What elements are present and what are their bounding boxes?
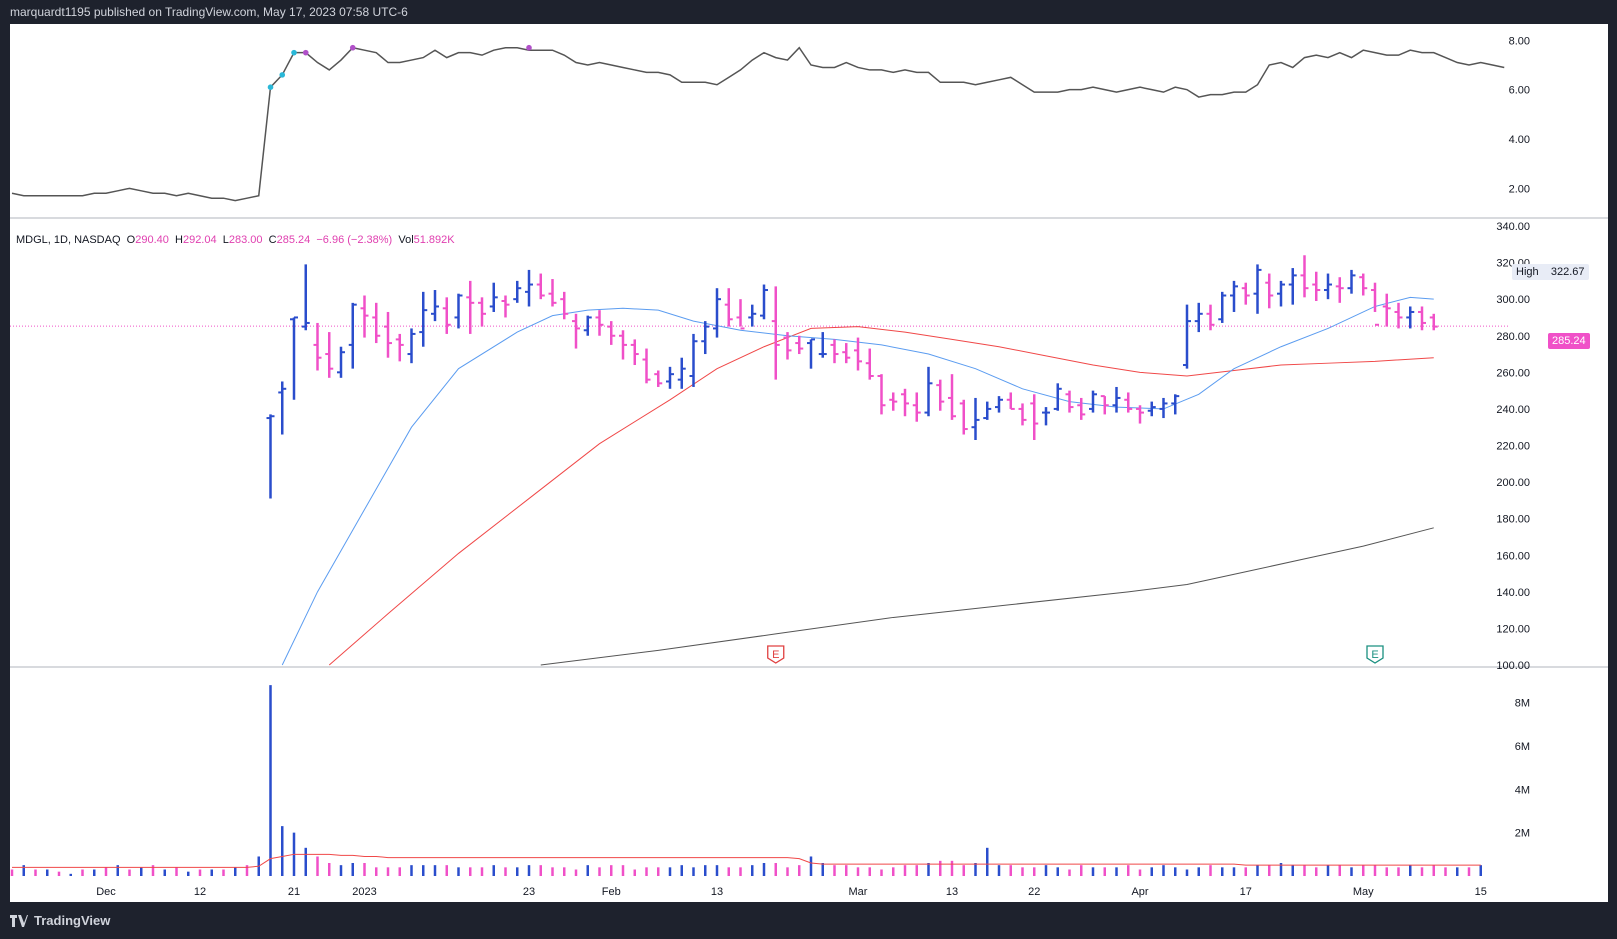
x-axis-label: Apr <box>1131 886 1148 898</box>
indicator-highlight-point <box>302 49 309 56</box>
price-y-tick: 220.00 <box>1496 441 1530 453</box>
indicator-highlight-point <box>267 84 274 90</box>
legend-close-label: C <box>268 234 277 246</box>
legend-change: −6.96 (−2.38%) <box>316 234 393 246</box>
price-y-tick: 100.00 <box>1496 660 1530 672</box>
indicator-highlight-point <box>349 44 356 51</box>
legend-symbol: MDGL, 1D, NASDAQ <box>16 234 121 246</box>
x-axis-label: 17 <box>1240 886 1252 898</box>
indicator-highlight-point <box>291 49 297 56</box>
legend-vol-label: Vol <box>398 234 414 246</box>
x-axis-label: 23 <box>523 886 535 898</box>
indicator-highlight-point <box>526 44 532 51</box>
price-y-tick: 140.00 <box>1496 587 1530 599</box>
legend-open-label: O <box>126 234 136 246</box>
legend-vol: 51.892K <box>413 234 455 246</box>
x-axis-label: May <box>1353 886 1374 898</box>
legend-high-label: H <box>175 234 183 246</box>
x-axis-label: 13 <box>946 886 958 898</box>
x-axis-label: Feb <box>602 886 621 898</box>
price-y-tick: 240.00 <box>1496 404 1530 416</box>
earnings-marker <box>767 645 785 664</box>
x-axis-label: 15 <box>1475 886 1487 898</box>
x-axis-label: 12 <box>194 886 206 898</box>
legend-close: 285.24 <box>276 234 311 246</box>
price-y-tick: 340.00 <box>1496 221 1530 233</box>
price-y-tick: 160.00 <box>1496 550 1530 562</box>
footer: TradingView <box>10 913 110 928</box>
legend-low-label: L <box>222 234 229 246</box>
indicator-line <box>11 46 1505 202</box>
earnings-marker-label: E <box>772 649 779 661</box>
volume-y-tick: 8M <box>1515 698 1530 710</box>
price-y-tick: 260.00 <box>1496 367 1530 379</box>
footer-brand: TradingView <box>34 913 111 928</box>
high-badge-label: High <box>1516 266 1539 278</box>
volume-y-tick: 6M <box>1515 741 1530 753</box>
indicator-y-tick: 4.00 <box>1509 134 1530 146</box>
volume-ma-line <box>12 853 1481 868</box>
price-y-tick: 180.00 <box>1496 514 1530 526</box>
ma-long-line <box>540 527 1434 666</box>
price-y-tick: 280.00 <box>1496 331 1530 343</box>
indicator-y-tick: 2.00 <box>1509 183 1530 195</box>
publish-info: marquardt1195 published on TradingView.c… <box>10 5 408 19</box>
earnings-marker-label: E <box>1371 649 1378 661</box>
x-axis-label: 21 <box>288 886 300 898</box>
price-y-tick: 300.00 <box>1496 294 1530 306</box>
x-axis-label: Mar <box>849 886 868 898</box>
indicator-y-tick: 8.00 <box>1509 35 1530 47</box>
volume-y-tick: 2M <box>1515 828 1530 840</box>
ma-mid-line <box>328 326 1434 666</box>
x-axis-label: 2023 <box>352 886 376 898</box>
tradingview-logo-icon <box>10 914 28 927</box>
indicator-y-tick: 6.00 <box>1509 85 1530 97</box>
last-price-badge: 285.24 <box>1548 333 1590 349</box>
chart-frame <box>10 24 1608 902</box>
indicator-highlight-point <box>279 72 286 78</box>
legend-open: 290.40 <box>135 234 169 246</box>
symbol-legend: MDGL, 1D, NASDAQ O290.40 H292.04 L283.00… <box>16 234 455 246</box>
x-axis-label: 13 <box>711 886 723 898</box>
legend-low: 283.00 <box>228 234 263 246</box>
high-badge: High 322.67 <box>1512 264 1589 280</box>
legend-high: 292.04 <box>182 234 217 246</box>
earnings-marker <box>1366 645 1384 664</box>
price-y-tick: 200.00 <box>1496 477 1530 489</box>
x-axis-label: Dec <box>96 886 116 898</box>
x-axis-label: 22 <box>1028 886 1040 898</box>
high-badge-value: 322.67 <box>1550 266 1585 278</box>
volume-y-tick: 4M <box>1515 784 1530 796</box>
price-y-tick: 120.00 <box>1496 623 1530 635</box>
